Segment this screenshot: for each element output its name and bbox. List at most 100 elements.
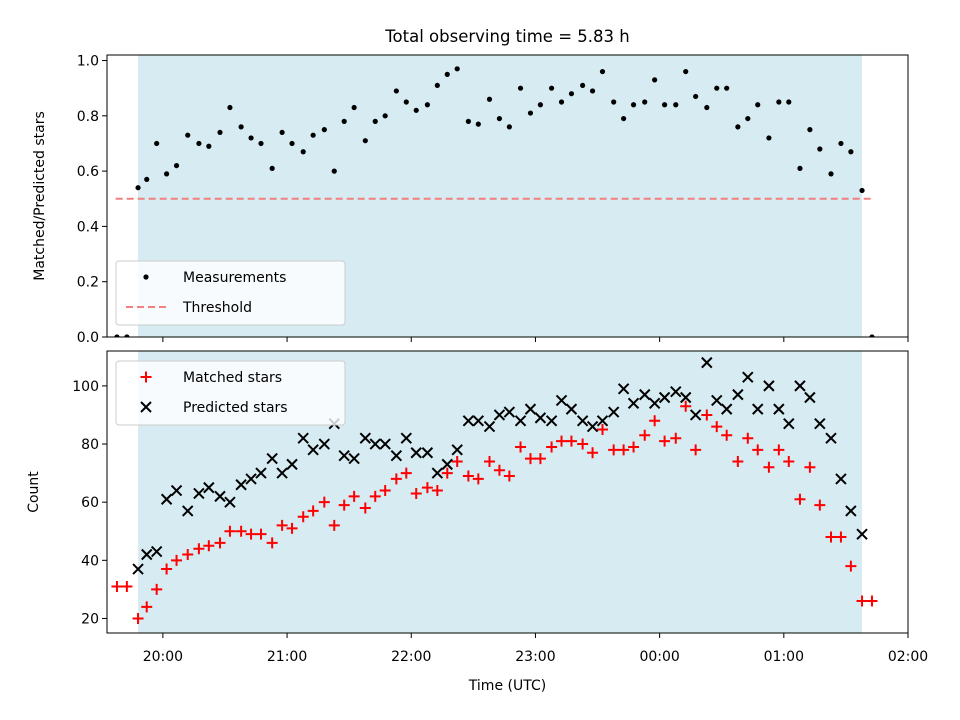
predicted-star-point (150, 545, 163, 558)
matched-star-point (151, 583, 163, 595)
matched-star-point (814, 499, 826, 511)
matched-star-point (556, 435, 568, 447)
measurement-point (558, 99, 565, 105)
predicted-star-point (752, 403, 764, 415)
measurement-point (289, 140, 295, 147)
measurement-point (269, 165, 275, 171)
measurement-point (724, 85, 730, 91)
measurement-point (154, 140, 160, 147)
matched-star-point (804, 461, 816, 473)
measurement-point (496, 115, 503, 122)
measurement-point (413, 107, 419, 113)
predicted-star-point (720, 403, 733, 415)
matched-star-point (276, 519, 288, 531)
predicted-star-point (639, 388, 651, 401)
predicted-star-point (338, 449, 350, 462)
measurement-point (135, 185, 141, 191)
measurement-point (206, 143, 212, 149)
predicted-star-point (524, 403, 537, 415)
predicted-star-point (266, 452, 278, 465)
measurement-point (652, 77, 658, 83)
measurement-point (248, 135, 254, 141)
measurement-point (341, 118, 347, 124)
predicted-star-point (607, 406, 620, 418)
measurement-point (351, 104, 357, 111)
measurement-point (217, 129, 223, 136)
measurement-point (227, 104, 233, 111)
predicted-star-point (431, 467, 444, 479)
measurement-point (362, 138, 368, 144)
predicted-star-point (379, 438, 391, 450)
matched-star-point (431, 485, 443, 497)
measurement-point (580, 82, 586, 89)
matched-star-point (472, 473, 484, 485)
chart-title: Total observing time = 5.83 h (384, 27, 629, 46)
measurement-point (185, 132, 191, 138)
measurement-point (642, 99, 648, 105)
predicted-star-point (462, 415, 475, 427)
measurement-point (599, 68, 606, 75)
matched-star-point (711, 421, 723, 433)
predicted-star-point (132, 563, 144, 575)
matched-star-point (534, 453, 546, 465)
legend-matched-label: Matched stars (183, 370, 282, 386)
measurement-point (828, 171, 834, 177)
predicted-star-point (255, 467, 267, 479)
measurement-point (300, 149, 306, 155)
ratio-y-axis-label: Matched/Predicted stars (32, 111, 48, 281)
y-tick-label: 0.0 (77, 330, 99, 346)
ratio-panel: 0.0 0.2 0.4 0.6 0.8 1.0 Total observing time … (32, 27, 909, 346)
measurement-point (693, 93, 699, 100)
predicted-star-point (586, 420, 599, 433)
predicted-star-point (214, 490, 226, 503)
matched-star-point (182, 549, 194, 561)
predicted-star-point (835, 473, 847, 485)
matched-star-point (835, 531, 847, 543)
matched-star-point (121, 580, 133, 592)
measurement-point (393, 88, 399, 94)
measurement-point (403, 99, 409, 105)
predicted-star-point (670, 385, 682, 398)
matched-star-point (359, 502, 371, 514)
matched-star-point (171, 554, 183, 566)
matched-star-point (255, 528, 267, 540)
predicted-star-point (359, 432, 372, 444)
x-tick-label: 01:00 (764, 649, 804, 665)
measurement-point (444, 71, 450, 77)
matched-star-point (328, 519, 340, 531)
measurement-point (797, 165, 803, 171)
matched-star-point (493, 464, 505, 476)
matched-star-point (462, 470, 474, 482)
predicted-star-point (814, 417, 826, 430)
predicted-star-point (545, 415, 558, 427)
predicted-star-point (390, 449, 403, 462)
matched-star-point (483, 455, 495, 467)
measurement-point (548, 85, 555, 91)
x-tick-label: 21:00 (267, 649, 307, 665)
matched-star-point (390, 473, 402, 485)
matched-star-point (141, 601, 153, 613)
measurement-point (859, 187, 865, 194)
matched-star-point (783, 455, 795, 467)
matched-star-point (690, 444, 702, 456)
predicted-star-point (701, 356, 713, 369)
matched-star-point (608, 444, 620, 456)
matched-star-point (597, 423, 609, 435)
matched-star-point (132, 612, 144, 624)
y-tick-label: 80 (81, 437, 99, 453)
measurement-point (683, 68, 689, 75)
x-axis-label: Time (UTC) (468, 678, 546, 694)
predicted-star-point (648, 397, 661, 410)
matched-star-point (297, 511, 309, 523)
x-tick-label: 20:00 (143, 649, 183, 665)
measurement-point (817, 146, 823, 152)
measurement-point (475, 121, 481, 127)
predicted-star-point (658, 391, 671, 404)
measurements-markers (114, 66, 875, 337)
matched-star-point (348, 490, 360, 502)
matched-star-point (524, 453, 536, 465)
predicted-star-point (307, 444, 319, 456)
x-tick-label: 23:00 (515, 649, 555, 665)
measurement-point (611, 99, 617, 105)
